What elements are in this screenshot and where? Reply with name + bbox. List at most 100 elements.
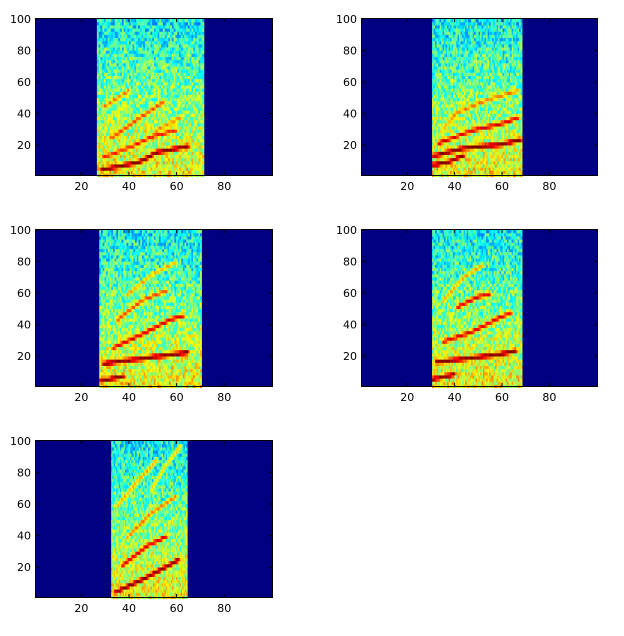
heatmap-cell xyxy=(463,18,466,23)
heatmap-cell xyxy=(454,28,457,32)
heatmap-cell xyxy=(145,110,148,114)
heatmap-cell xyxy=(457,88,460,92)
heatmap-cell xyxy=(186,40,189,45)
heatmap-cell xyxy=(481,145,484,149)
heatmap-cell xyxy=(139,142,142,146)
heatmap-cell xyxy=(445,91,448,95)
heatmap-cell xyxy=(171,72,174,76)
heatmap-cell xyxy=(441,47,443,51)
heatmap-cell xyxy=(468,50,470,54)
heatmap-cell xyxy=(465,25,467,29)
heatmap-cell xyxy=(475,69,478,73)
heatmap-cell xyxy=(436,69,439,73)
heatmap-cell xyxy=(450,151,452,155)
heatmap-cell xyxy=(162,132,166,137)
heatmap-cell xyxy=(143,129,146,133)
heatmap-cell xyxy=(148,25,151,29)
heatmap-cell xyxy=(439,94,442,99)
heatmap-cell xyxy=(155,40,158,45)
heatmap-cell xyxy=(107,135,110,140)
heatmap-cell xyxy=(146,170,149,174)
heatmap-cell xyxy=(191,66,194,70)
heatmap-cell xyxy=(202,116,205,121)
heatmap-cell xyxy=(432,94,434,99)
heatmap-cell xyxy=(123,129,126,133)
heatmap-cell xyxy=(125,160,128,165)
heatmap-cell xyxy=(178,104,182,108)
heatmap-cell xyxy=(484,129,487,133)
heatmap-cell xyxy=(444,44,446,48)
heatmap-cell xyxy=(478,132,481,137)
heatmap-cell xyxy=(127,72,130,76)
heatmap-cell xyxy=(472,72,475,76)
heatmap-cell xyxy=(162,94,166,99)
heatmap-cell xyxy=(489,40,491,45)
heatmap-cell xyxy=(466,148,469,152)
heatmap-cell xyxy=(116,132,119,137)
heatmap-cell xyxy=(170,37,173,42)
heatmap-cell xyxy=(154,138,157,143)
heatmap-cell xyxy=(444,167,446,171)
heatmap-cell xyxy=(112,40,116,45)
heatmap-cell xyxy=(196,151,199,155)
heatmap-cell xyxy=(121,50,124,54)
heatmap-cell xyxy=(136,132,139,137)
heatmap-cell xyxy=(155,119,158,124)
heatmap-cell xyxy=(175,135,178,140)
heatmap-cell xyxy=(129,72,132,76)
heatmap-cell xyxy=(111,100,114,105)
heatmap-cell xyxy=(438,104,440,108)
heatmap-cell xyxy=(432,59,434,64)
heatmap-cell xyxy=(456,18,458,23)
heatmap-cell xyxy=(121,81,124,86)
heatmap-cell xyxy=(111,50,114,54)
heatmap-cell xyxy=(451,123,454,127)
heatmap-cell xyxy=(159,142,162,146)
heatmap-cell xyxy=(154,113,157,118)
heatmap-cell xyxy=(125,164,128,168)
heatmap-cell xyxy=(438,142,440,146)
heatmap-cell xyxy=(186,50,189,54)
heatmap-cell xyxy=(139,50,142,54)
heatmap-cell xyxy=(200,151,203,155)
heatmap-cell xyxy=(468,142,470,146)
heatmap-cell xyxy=(155,132,158,137)
heatmap-cell xyxy=(196,50,199,54)
heatmap-cell xyxy=(486,44,488,48)
heatmap-cell xyxy=(202,66,205,70)
heatmap-cell xyxy=(186,104,189,108)
heatmap-cell xyxy=(448,151,451,155)
heatmap-cell xyxy=(186,81,189,86)
heatmap-cell xyxy=(132,135,135,140)
heatmap-cell xyxy=(489,135,491,140)
heatmap-cell xyxy=(139,110,142,114)
heatmap-cell xyxy=(100,142,103,146)
heatmap-cell xyxy=(109,94,112,99)
heatmap-cell xyxy=(193,107,196,111)
heatmap-cell xyxy=(157,151,160,155)
heatmap-cell xyxy=(121,107,124,111)
heatmap-cell xyxy=(445,94,448,99)
heatmap-cell xyxy=(460,31,463,35)
heatmap-cell xyxy=(175,126,178,130)
heatmap-cell xyxy=(182,63,185,67)
heatmap-cell xyxy=(98,85,101,89)
heatmap-cell xyxy=(191,85,194,89)
heatmap-cell xyxy=(129,40,132,45)
heatmap-cell xyxy=(161,63,164,67)
heatmap-cell xyxy=(155,170,158,174)
heatmap-cell xyxy=(471,94,473,99)
heatmap-cell xyxy=(121,44,124,48)
heatmap-cell xyxy=(134,94,137,99)
y-tick-label: 20 xyxy=(17,139,31,152)
heatmap-cell xyxy=(448,63,451,67)
heatmap-cell xyxy=(109,25,112,29)
heatmap-cell xyxy=(442,148,445,152)
heatmap-cell xyxy=(184,81,187,86)
heatmap-cell xyxy=(462,145,464,149)
heatmap-cell xyxy=(134,170,137,174)
heatmap-cell xyxy=(450,88,452,92)
heatmap-cell xyxy=(186,94,189,99)
heatmap-cell xyxy=(454,129,457,133)
heatmap-cell xyxy=(195,91,198,95)
